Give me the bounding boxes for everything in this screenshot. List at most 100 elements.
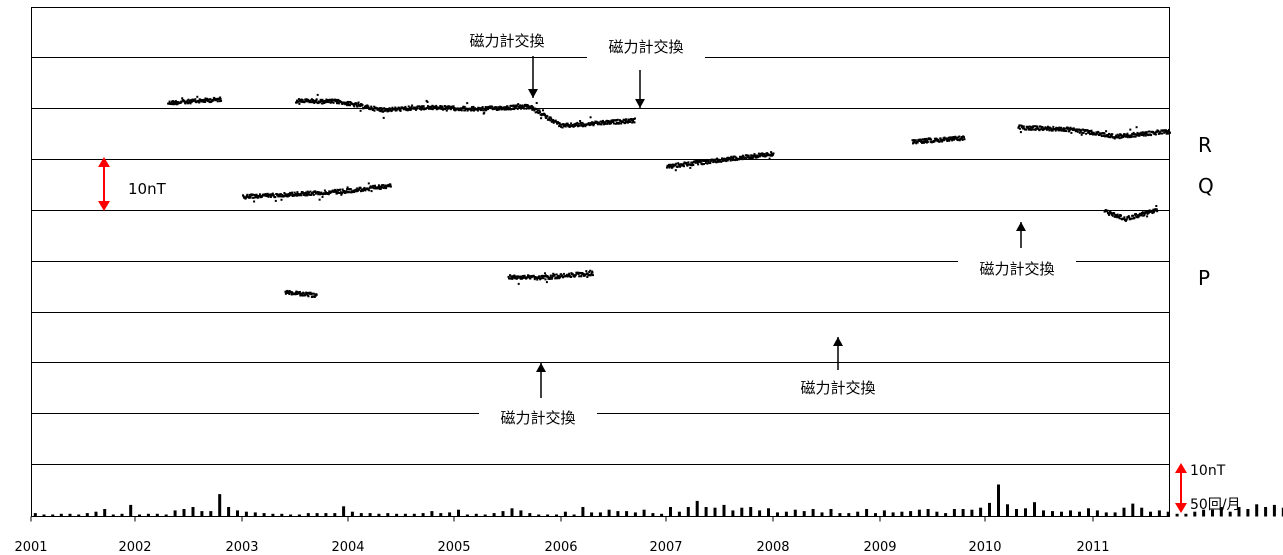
point-p bbox=[286, 289, 289, 292]
point-q bbox=[926, 139, 929, 142]
point-r bbox=[509, 107, 511, 110]
point-q bbox=[953, 137, 956, 139]
point-r bbox=[560, 125, 562, 128]
point-r bbox=[489, 107, 492, 110]
point-p bbox=[1142, 212, 1145, 215]
point-p bbox=[537, 277, 540, 280]
point-r bbox=[209, 98, 212, 101]
point-q bbox=[676, 166, 679, 168]
point-p bbox=[547, 276, 550, 279]
count-bar bbox=[997, 484, 1000, 517]
point-r bbox=[446, 105, 449, 108]
point-q bbox=[689, 166, 692, 169]
point-r bbox=[633, 121, 636, 124]
point-r bbox=[495, 106, 498, 109]
point-q bbox=[738, 158, 741, 161]
point-q bbox=[716, 157, 719, 160]
point-r bbox=[518, 106, 521, 109]
point-r bbox=[1067, 127, 1070, 130]
point-p bbox=[298, 291, 301, 293]
point-r bbox=[210, 100, 213, 103]
point-q bbox=[269, 194, 272, 197]
point-r bbox=[1072, 127, 1075, 130]
point-r bbox=[1132, 135, 1135, 138]
point-q bbox=[248, 193, 251, 196]
point-r bbox=[624, 122, 626, 125]
count-bar bbox=[191, 507, 195, 517]
point-r bbox=[409, 109, 412, 111]
point-r bbox=[373, 105, 376, 108]
point-r bbox=[208, 98, 210, 101]
count-bar bbox=[546, 514, 550, 517]
count-bar bbox=[616, 511, 620, 517]
point-q bbox=[730, 156, 733, 159]
point-r bbox=[319, 100, 322, 103]
point-r bbox=[558, 125, 561, 128]
point-r bbox=[1129, 128, 1132, 131]
point-p bbox=[529, 277, 532, 280]
point-r bbox=[476, 109, 479, 112]
count-bar bbox=[563, 511, 567, 517]
point-r bbox=[1113, 137, 1116, 140]
point-r bbox=[521, 104, 524, 107]
point-q bbox=[763, 153, 766, 156]
point-r bbox=[460, 109, 463, 112]
point-p bbox=[533, 278, 536, 281]
point-r bbox=[1120, 133, 1123, 136]
point-q bbox=[762, 155, 765, 158]
point-q bbox=[726, 159, 729, 162]
point-p bbox=[288, 293, 291, 295]
point-r bbox=[569, 125, 572, 128]
point-r bbox=[444, 108, 447, 111]
annotation-bg bbox=[779, 375, 897, 399]
point-r bbox=[540, 114, 543, 117]
point-q bbox=[912, 140, 915, 143]
point-r bbox=[546, 115, 549, 118]
point-p bbox=[1139, 213, 1142, 216]
point-p bbox=[548, 278, 551, 280]
point-p bbox=[585, 270, 588, 273]
point-r bbox=[1109, 136, 1112, 139]
point-r bbox=[1137, 132, 1140, 135]
point-r bbox=[393, 108, 396, 111]
count-bar bbox=[686, 507, 690, 517]
point-q bbox=[349, 191, 351, 194]
point-p bbox=[577, 271, 580, 274]
point-p bbox=[578, 275, 581, 278]
point-q bbox=[759, 154, 762, 157]
point-r bbox=[616, 118, 619, 121]
point-p bbox=[1156, 210, 1159, 213]
point-q bbox=[269, 196, 272, 198]
x-tick-label-2005: 2005 bbox=[437, 540, 470, 555]
point-q bbox=[945, 138, 948, 141]
point-r bbox=[313, 102, 316, 104]
point-r bbox=[180, 100, 183, 103]
point-q bbox=[367, 182, 370, 185]
point-p bbox=[586, 272, 589, 275]
point-p bbox=[516, 276, 519, 279]
count-bar bbox=[33, 513, 37, 517]
point-q bbox=[317, 192, 320, 195]
point-r bbox=[1051, 129, 1054, 132]
point-r bbox=[329, 98, 332, 101]
point-q bbox=[304, 194, 307, 197]
annotation-4: 磁力計交換 bbox=[779, 337, 897, 399]
point-p bbox=[307, 295, 310, 298]
point-r bbox=[349, 104, 351, 107]
point-q bbox=[306, 190, 309, 193]
point-r bbox=[484, 106, 487, 108]
point-r bbox=[1163, 131, 1166, 134]
point-q bbox=[279, 195, 282, 198]
point-p bbox=[1143, 214, 1146, 217]
count-bar bbox=[1264, 507, 1268, 517]
point-r bbox=[1141, 131, 1144, 134]
count-bar bbox=[501, 511, 505, 517]
point-p bbox=[553, 273, 556, 276]
annotation-bg bbox=[958, 256, 1076, 280]
point-q bbox=[769, 154, 772, 157]
point-r bbox=[589, 116, 592, 119]
point-r bbox=[346, 100, 349, 103]
point-r bbox=[194, 98, 197, 101]
point-r bbox=[1097, 130, 1100, 133]
point-r bbox=[625, 118, 627, 121]
